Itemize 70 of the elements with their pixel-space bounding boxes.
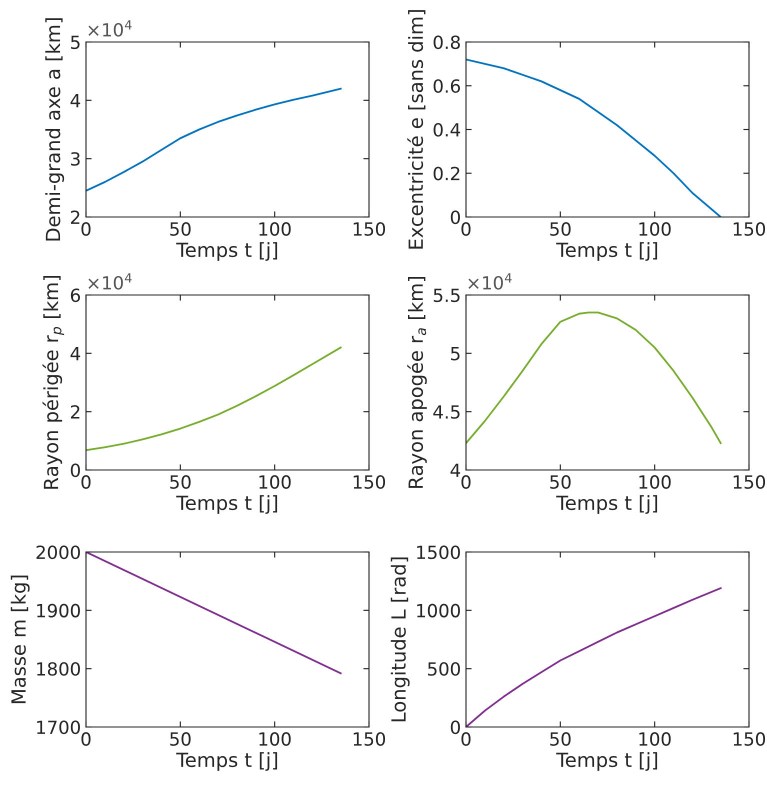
x-axis-title: Temps t [j]	[176, 752, 278, 771]
y-axis-title: Longitude L [rad]	[390, 558, 410, 722]
x-tick-label: 50	[550, 732, 571, 746]
x-tick-label: 0	[81, 475, 91, 489]
x-tick-label: 100	[639, 732, 671, 746]
y-tick-label: 0.8	[434, 35, 460, 50]
y-tick-label: 1000	[417, 604, 460, 618]
y-axis-title: Rayon apogée r$_{a}$ [km]	[407, 276, 427, 488]
y-tick-label: 0.2	[434, 166, 460, 180]
y-tick-label: 1500	[417, 545, 460, 560]
y-tick-label: 1800	[37, 662, 80, 676]
y-tick-label: 5	[71, 36, 80, 50]
y-tick-label: 0	[450, 210, 460, 224]
x-tick-label: 150	[354, 475, 386, 489]
line-series	[86, 552, 342, 674]
x-tick-label: 100	[259, 475, 291, 489]
x-tick-label: 50	[170, 222, 191, 236]
x-axis-title: Temps t [j]	[556, 495, 658, 514]
x-axis-title: Temps t [j]	[556, 752, 658, 771]
y-tick-label: 1700	[37, 720, 80, 734]
x-tick-label: 50	[170, 475, 191, 489]
y-tick-label: 5	[451, 347, 460, 360]
x-axis-title: Temps t [j]	[176, 495, 278, 514]
x-tick-label: 50	[550, 475, 571, 489]
y-tick-label: 4	[70, 94, 80, 108]
y-tick-label: 2	[70, 405, 80, 419]
y-tick-label: 1900	[37, 604, 80, 618]
text: ×10$^{4}$	[468, 273, 512, 290]
y-tick-label: 5.5	[434, 288, 460, 302]
line-series	[466, 587, 722, 727]
y-tick-label: 4	[70, 347, 80, 360]
y-tick-label: 500	[428, 662, 460, 676]
x-tick-label: 0	[81, 732, 91, 746]
x-tick-label: 150	[734, 475, 766, 489]
line-series	[466, 58, 722, 217]
y-tick-label: 3	[71, 152, 80, 166]
y-tick-label: 4.5	[433, 405, 460, 419]
text: ×10$^{4}$	[88, 273, 132, 290]
y-tick-label: 2	[70, 210, 80, 224]
x-tick-label: 150	[354, 732, 386, 746]
x-axis-title: Temps t [j]	[556, 242, 658, 261]
y-axis-title: Demi-grand axe a [km]	[45, 18, 64, 241]
x-axis-title: Temps t [j]	[176, 242, 278, 261]
line-series	[86, 88, 342, 192]
x-tick-label: 0	[461, 732, 471, 746]
text: ×10$^{4}$	[88, 20, 132, 37]
y-tick-label: 0	[70, 463, 80, 478]
y-axis-title: Rayon périgée r$_{p}$ [km]	[42, 276, 64, 489]
x-tick-label: 100	[259, 732, 291, 746]
y-tick-label: 0.6	[434, 79, 460, 93]
x-tick-label: 150	[734, 732, 766, 746]
y-axis-title: Excentricité e [sans dim]	[407, 10, 426, 249]
x-tick-label: 150	[354, 222, 386, 236]
y-tick-label: 0	[450, 720, 460, 734]
y-tick-label: 4	[450, 464, 460, 477]
x-tick-label: 0	[461, 222, 471, 236]
x-tick-label: 100	[639, 475, 671, 489]
line-series	[466, 312, 722, 444]
x-tick-label: 50	[170, 732, 191, 746]
y-tick-label: 0.4	[434, 122, 460, 137]
x-tick-label: 150	[734, 222, 766, 236]
x-tick-label: 0	[461, 475, 471, 489]
y-tick-label: 2000	[36, 545, 80, 560]
x-tick-label: 100	[639, 222, 671, 236]
x-tick-label: 0	[81, 222, 91, 236]
y-axis-title: Masse m [kg]	[10, 576, 30, 704]
x-tick-label: 50	[550, 222, 571, 236]
line-series	[86, 346, 342, 452]
x-tick-label: 100	[259, 222, 291, 236]
y-tick-label: 6	[70, 288, 80, 302]
